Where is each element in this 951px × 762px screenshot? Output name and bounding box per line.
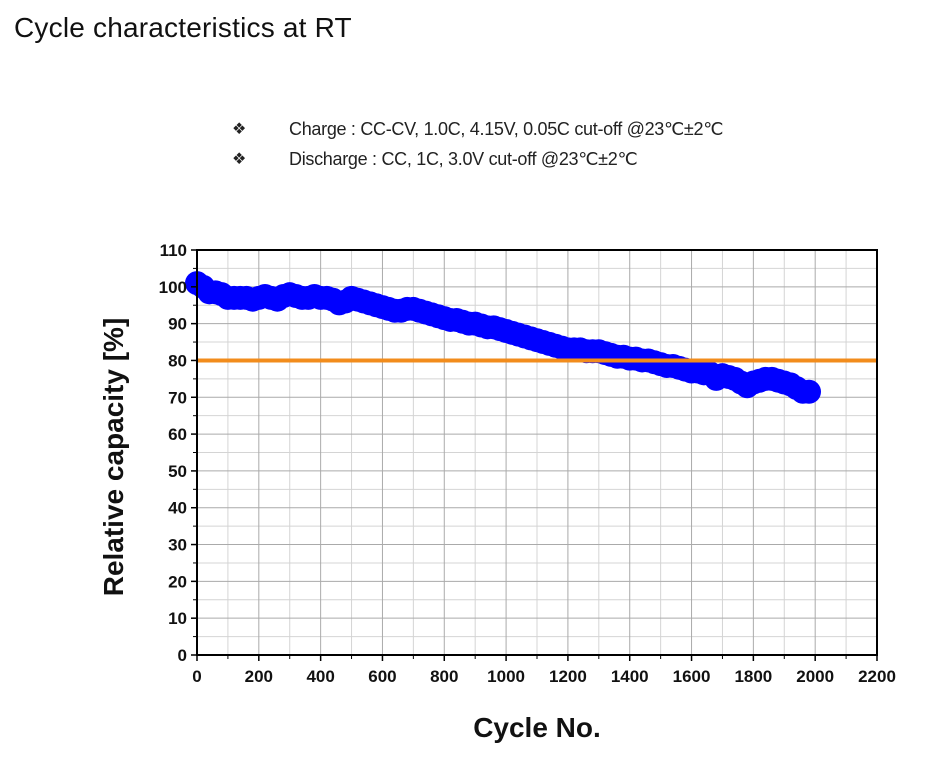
y-tick-label: 80 [168,351,187,370]
y-tick-label: 100 [159,278,187,297]
page-title: Cycle characteristics at RT [14,12,352,43]
y-axis-ticks: 0 10 20 30 40 50 60 70 80 90 100 110 [159,241,197,665]
x-axis-title: Cycle No. [473,712,601,743]
discharge-condition: ❖ Discharge : CC, 1C, 3.0V cut-off @23℃±… [232,144,723,174]
test-conditions: ❖ Charge : CC-CV, 1.0C, 4.15V, 0.05C cut… [232,114,723,174]
x-tick-label: 200 [245,667,273,686]
y-tick-label: 30 [168,536,187,555]
x-tick-label: 600 [368,667,396,686]
capacity-points [185,271,821,404]
y-tick-label: 0 [178,646,187,665]
charge-condition: ❖ Charge : CC-CV, 1.0C, 4.15V, 0.05C cut… [232,114,723,144]
minor-grid [197,250,877,655]
y-tick-label: 40 [168,499,187,518]
x-tick-label: 0 [192,667,201,686]
y-tick-label: 10 [168,609,187,628]
y-tick-label: 60 [168,425,187,444]
x-tick-label: 1000 [487,667,525,686]
diamond-bullet-icon: ❖ [232,121,247,138]
y-tick-label: 110 [160,241,187,260]
y-tick-label: 70 [168,388,187,407]
x-tick-label: 2200 [858,667,896,686]
x-tick-label: 1600 [673,667,711,686]
y-axis-title: Relative capacity [%] [98,318,129,597]
y-tick-label: 50 [168,462,187,481]
x-tick-label: 400 [306,667,334,686]
charge-condition-text: Charge : CC-CV, 1.0C, 4.15V, 0.05C cut-o… [289,118,724,139]
x-tick-label: 2000 [796,667,834,686]
major-grid [196,249,878,656]
diamond-bullet-icon: ❖ [232,151,247,168]
data-point [797,379,821,404]
y-tick-label: 20 [168,572,187,591]
discharge-condition-text: Discharge : CC, 1C, 3.0V cut-off @23℃±2℃ [289,148,638,169]
x-axis-ticks: 0 200 400 600 800 1000 1200 1400 1600 1800 2000 220… [192,655,896,686]
y-tick-label: 90 [168,315,187,334]
x-tick-label: 800 [430,667,458,686]
x-tick-label: 1800 [734,667,772,686]
x-tick-label: 1200 [549,667,587,686]
x-tick-label: 1400 [611,667,649,686]
